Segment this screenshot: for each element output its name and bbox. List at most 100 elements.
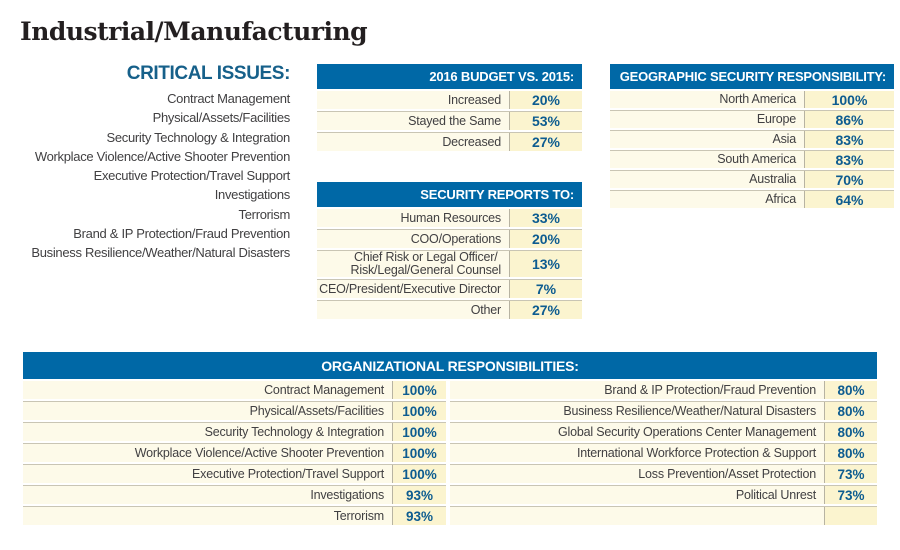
- row-label: Chief Risk or Legal Officer/ Risk/Legal/…: [317, 251, 510, 277]
- critical-issues-list: Contract Management Physical/Assets/Facil…: [20, 89, 290, 263]
- critical-issue-item: Business Resilience/Weather/Natural Disa…: [31, 245, 290, 261]
- row-label: Australia: [610, 171, 805, 188]
- table-row: Other 27%: [317, 300, 582, 319]
- row-value: 7%: [510, 280, 582, 298]
- table-row: Decreased 27%: [317, 132, 582, 151]
- row-value: 93%: [393, 486, 446, 504]
- row-label: Asia: [610, 131, 805, 148]
- critical-issues-heading: CRITICAL ISSUES:: [126, 63, 291, 84]
- table-row: Executive Protection/Travel Support 100%: [23, 464, 446, 483]
- table-row: Europe 86%: [610, 110, 894, 128]
- row-label: Terrorism: [23, 507, 393, 525]
- table-row: Loss Prevention/Asset Protection 73%: [450, 464, 877, 483]
- table-row: Global Security Operations Center Manage…: [450, 422, 877, 441]
- organizational-table-right-half: Brand & IP Protection/Fraud Prevention 80…: [450, 379, 877, 525]
- row-value: 20%: [510, 91, 582, 109]
- row-value: 100%: [393, 465, 446, 483]
- row-value: 27%: [510, 133, 582, 151]
- table-row: Asia 83%: [610, 130, 894, 148]
- row-value: 73%: [825, 486, 877, 504]
- critical-issue-item: Workplace Violence/Active Shooter Preven…: [34, 148, 290, 164]
- row-label: Africa: [610, 191, 805, 208]
- row-value: 100%: [805, 91, 894, 108]
- table-row: CEO/President/Executive Director 7%: [317, 279, 582, 298]
- row-value: 83%: [805, 131, 894, 148]
- row-label: Human Resources: [317, 209, 510, 227]
- table-row: Africa 64%: [610, 190, 894, 208]
- row-label: Decreased: [317, 133, 510, 151]
- table-row: North America 100%: [610, 91, 894, 108]
- budget-table-body: Increased 20% Stayed the Same 53% Decreased 2…: [317, 91, 582, 151]
- table-row: Physical/Assets/Facilities 100%: [23, 401, 446, 420]
- table-row: Business Resilience/Weather/Natural Disa…: [450, 401, 877, 420]
- critical-issue-item: Contract Management: [167, 91, 290, 106]
- critical-issues-block: CRITICAL ISSUES: Contract Management Phys…: [20, 63, 290, 263]
- table-row: Terrorism 93%: [23, 506, 446, 525]
- row-value: 83%: [805, 151, 894, 168]
- table-row: Increased 20%: [317, 91, 582, 109]
- budget-table-header: 2016 BUDGET VS. 2015:: [317, 64, 582, 89]
- row-value: 100%: [393, 444, 446, 462]
- table-row: Investigations 93%: [23, 485, 446, 504]
- table-row: Human Resources 33%: [317, 209, 582, 227]
- row-value: 86%: [805, 111, 894, 128]
- organizational-table-left-half: Contract Management 100% Physical/Assets/F…: [23, 379, 446, 525]
- row-value: [825, 507, 877, 525]
- row-label: [450, 507, 825, 525]
- row-value: 73%: [825, 465, 877, 483]
- security-reports-table-header: SECURITY REPORTS TO:: [317, 182, 582, 207]
- row-value: 70%: [805, 171, 894, 188]
- budget-table: 2016 BUDGET VS. 2015: Increased 20% Stayed…: [317, 64, 582, 151]
- row-label: Stayed the Same: [317, 112, 510, 130]
- row-value: 64%: [805, 191, 894, 208]
- row-label: Contract Management: [23, 381, 393, 399]
- row-label: Global Security Operations Center Manage…: [450, 423, 825, 441]
- row-label: Workplace Violence/Active Shooter Preven…: [23, 444, 393, 462]
- critical-issue-item: Terrorism: [238, 206, 291, 222]
- row-value: 100%: [393, 423, 446, 441]
- row-label: Political Unrest: [450, 486, 825, 504]
- geographic-responsibility-table: GEOGRAPHIC SECURITY RESPONSIBILITY: Nort…: [610, 64, 894, 208]
- row-label: Physical/Assets/Facilities: [23, 402, 393, 420]
- row-value: 80%: [825, 381, 877, 399]
- table-row: Chief Risk or Legal Officer/ Risk/Legal/…: [317, 250, 582, 277]
- row-label: International Workforce Protection & Sup…: [450, 444, 825, 462]
- row-label: Business Resilience/Weather/Natural Disa…: [450, 402, 825, 420]
- table-row: Contract Management 100%: [23, 381, 446, 399]
- geographic-responsibility-table-body: North America 100% Europe 86% Asia 83% South A…: [610, 91, 894, 208]
- row-label: CEO/President/Executive Director: [317, 280, 510, 298]
- row-value: 80%: [825, 444, 877, 462]
- organizational-responsibilities-table-body: Contract Management 100% Physical/Assets/F…: [23, 379, 877, 525]
- table-row: South America 83%: [610, 150, 894, 168]
- row-value: 93%: [393, 507, 446, 525]
- table-row: Workplace Violence/Active Shooter Preven…: [23, 443, 446, 462]
- row-label: South America: [610, 151, 805, 168]
- table-row: International Workforce Protection & Sup…: [450, 443, 877, 462]
- table-row: Brand & IP Protection/Fraud Prevention 80…: [450, 381, 877, 399]
- critical-issue-item: Investigations: [214, 187, 291, 203]
- critical-issue-item: Executive Protection/Travel Support: [93, 168, 291, 184]
- critical-issue-item: Brand & IP Protection/Fraud Prevention: [73, 226, 290, 242]
- table-row: Security Technology & Integration 100%: [23, 422, 446, 441]
- row-value: 20%: [510, 230, 582, 248]
- row-value: 33%: [510, 209, 582, 227]
- row-label: Executive Protection/Travel Support: [23, 465, 393, 483]
- row-label: North America: [610, 91, 805, 108]
- geographic-responsibility-table-header: GEOGRAPHIC SECURITY RESPONSIBILITY:: [610, 64, 894, 89]
- row-value: 80%: [825, 402, 877, 420]
- security-reports-table-body: Human Resources 33% COO/Operations 20% Chief…: [317, 209, 582, 319]
- row-value: 27%: [510, 301, 582, 319]
- row-label: COO/Operations: [317, 230, 510, 248]
- row-label: Brand & IP Protection/Fraud Prevention: [450, 381, 825, 399]
- row-value: 53%: [510, 112, 582, 130]
- table-row: [450, 506, 877, 525]
- row-label: Europe: [610, 111, 805, 128]
- table-row: Political Unrest 73%: [450, 485, 877, 504]
- row-label: Investigations: [23, 486, 393, 504]
- security-reports-table: SECURITY REPORTS TO: Human Resources 33% C…: [317, 182, 582, 319]
- row-label: Other: [317, 301, 510, 319]
- row-value: 100%: [393, 402, 446, 420]
- row-label: Security Technology & Integration: [23, 423, 393, 441]
- row-label: Increased: [317, 91, 510, 109]
